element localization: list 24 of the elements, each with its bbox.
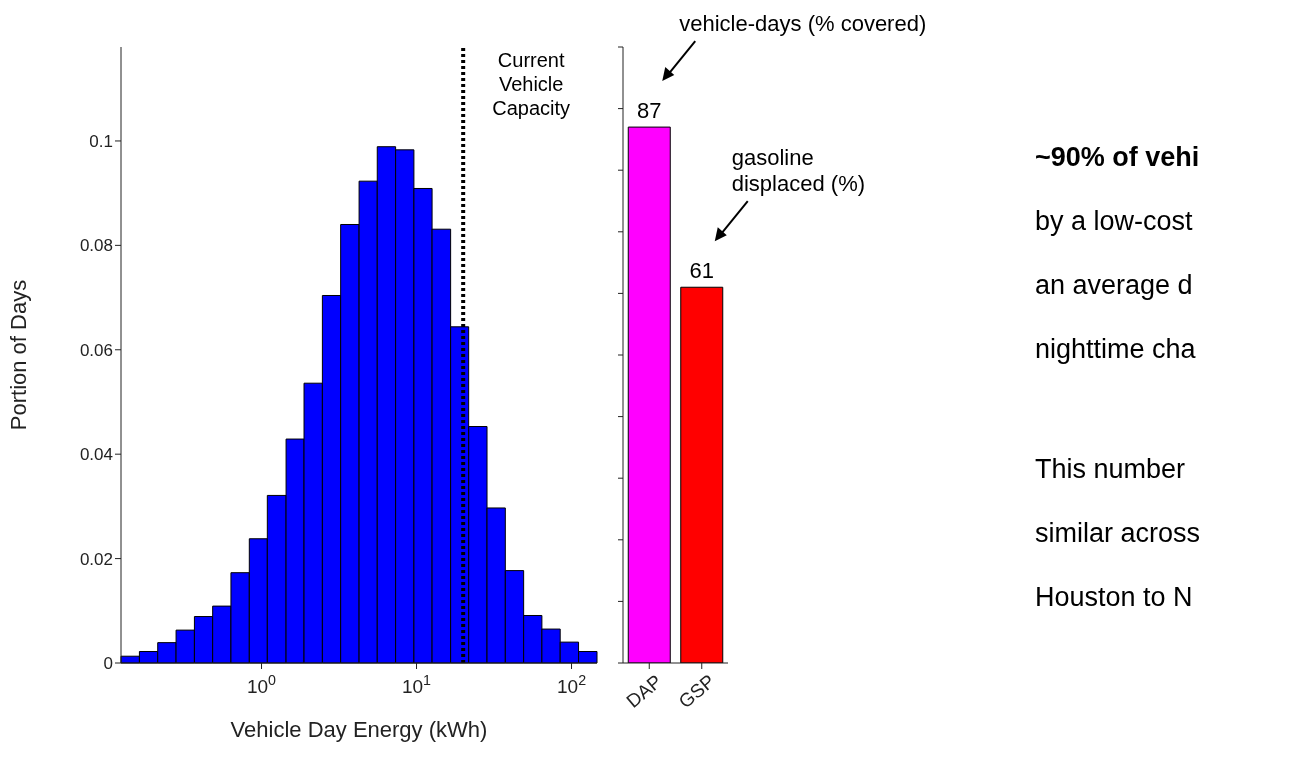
x-axis-title: Vehicle Day Energy (kWh) <box>230 716 488 742</box>
text: an average d <box>1035 269 1194 302</box>
y-tick-label: 0.08 <box>79 236 113 256</box>
text: This number <box>1035 453 1187 486</box>
y-tick-label: 0 <box>103 654 113 674</box>
data-label: 61 <box>689 258 714 284</box>
x-tick-label: 10$^{0}$ <box>246 672 277 697</box>
text: similar across <box>1035 517 1201 550</box>
text: gasoline displaced (%) <box>731 145 866 197</box>
data-label: 87 <box>637 98 662 124</box>
x-tick-label: GSP <box>674 670 719 713</box>
text: by a low-cost <box>1035 205 1194 238</box>
text: Houston to N <box>1035 581 1194 614</box>
text: ~90% of vehi <box>1035 141 1201 174</box>
ref-line-label: Current Vehicle Capacity <box>492 49 571 119</box>
x-tick-label: 10$^{1}$ <box>401 672 432 697</box>
y-tick-label: 0.02 <box>79 549 113 569</box>
y-axis-title: Portion of Days <box>5 279 31 431</box>
y-tick-label: 0.1 <box>89 132 113 151</box>
text: nighttime cha <box>1035 333 1197 366</box>
text: vehicle-days (% covered) <box>679 11 927 37</box>
y-tick-label: 0.04 <box>79 445 113 465</box>
y-tick-label: 0.06 <box>79 340 113 360</box>
x-tick-label: 10$^{2}$ <box>556 672 587 697</box>
